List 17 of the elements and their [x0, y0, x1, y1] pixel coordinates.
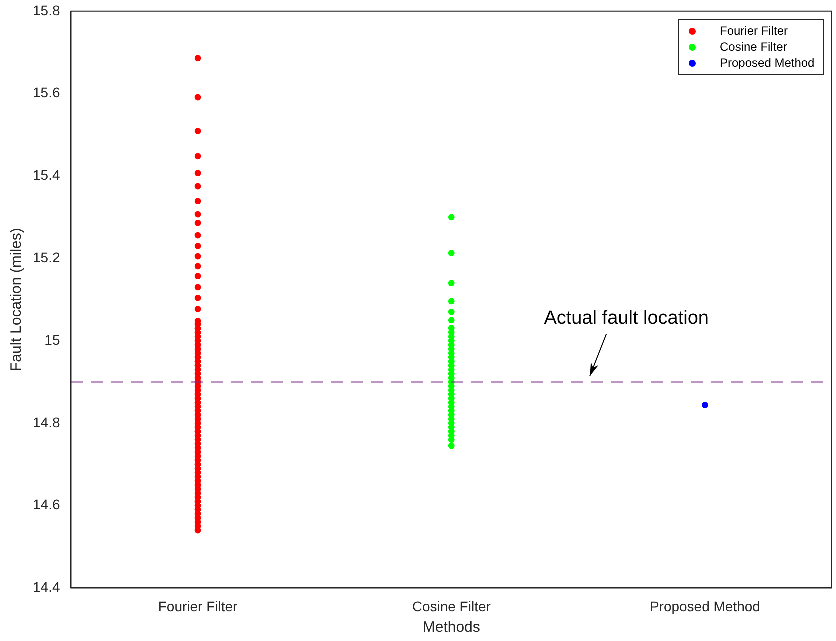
y-tick-label: 15.8: [33, 2, 60, 18]
y-tick-label: 15.2: [33, 249, 60, 266]
legend-label: Fourier Filter: [720, 23, 788, 40]
x-tick-label: Fourier Filter: [158, 598, 238, 614]
y-tick-label: 14.4: [33, 579, 60, 596]
y-tick-label: 14.6: [33, 496, 60, 513]
legend-label: Cosine Filter: [720, 39, 788, 56]
x-axis-title: Methods: [422, 619, 480, 636]
y-tick-label: 15: [44, 332, 60, 348]
legend-label: Proposed Method: [720, 55, 815, 72]
y-tick-label: 15.6: [33, 84, 60, 101]
y-tick-label: 14.8: [33, 414, 60, 430]
x-tick-label: Cosine Filter: [412, 598, 492, 614]
ref-line-label: Actual fault location: [544, 308, 709, 329]
y-axis-title: Fault Location (miles): [8, 228, 26, 372]
x-tick-label: Proposed Method: [650, 598, 760, 614]
y-tick-label: 15.4: [33, 167, 60, 184]
